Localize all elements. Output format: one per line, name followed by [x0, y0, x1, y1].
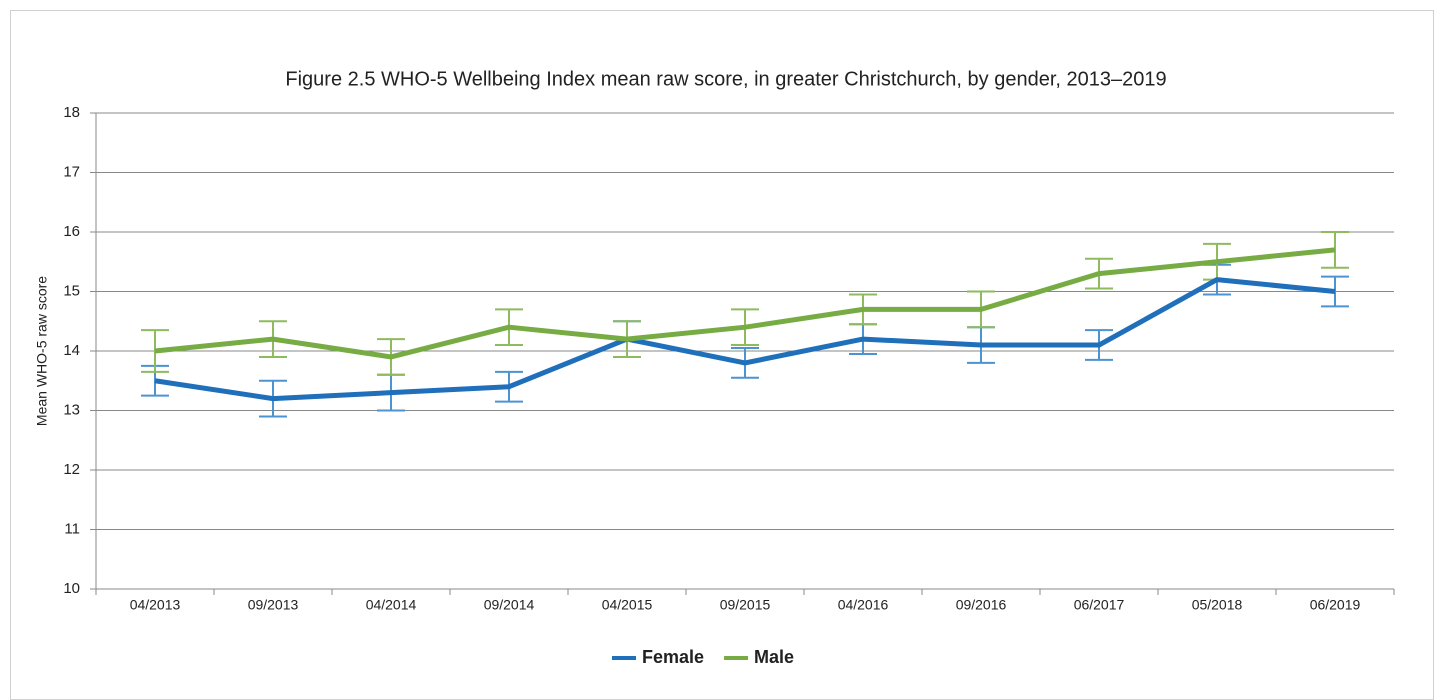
y-tick-label: 13: [63, 401, 80, 418]
y-tick-label: 15: [63, 282, 80, 299]
x-tick-label: 09/2015: [720, 597, 771, 613]
x-tick-label: 04/2013: [130, 597, 181, 613]
y-tick-label: 17: [63, 163, 80, 180]
x-tick-label: 04/2016: [838, 597, 889, 613]
x-tick-label: 09/2016: [956, 597, 1007, 613]
x-tick-label: 05/2018: [1192, 597, 1243, 613]
x-tick-label: 09/2014: [484, 597, 535, 613]
legend-label: Male: [754, 647, 794, 667]
y-tick-label: 12: [63, 461, 80, 478]
x-tick-label: 04/2014: [366, 597, 417, 613]
y-tick-label: 14: [63, 342, 80, 359]
x-tick-label: 06/2017: [1074, 597, 1125, 613]
chart-title: Figure 2.5 WHO-5 Wellbeing Index mean ra…: [285, 68, 1166, 90]
y-tick-label: 18: [63, 104, 80, 121]
series-line: [154, 277, 1336, 402]
series-line: [154, 247, 1336, 360]
x-tick-label: 06/2019: [1310, 597, 1361, 613]
x-tick-label: 09/2013: [248, 597, 299, 613]
y-tick-label: 11: [64, 520, 80, 537]
y-axis-label: Mean WHO-5 raw score: [34, 276, 50, 426]
y-tick-label: 10: [63, 580, 80, 597]
y-tick-label: 16: [63, 223, 80, 240]
legend-label: Female: [642, 647, 704, 667]
x-tick-label: 04/2015: [602, 597, 653, 613]
